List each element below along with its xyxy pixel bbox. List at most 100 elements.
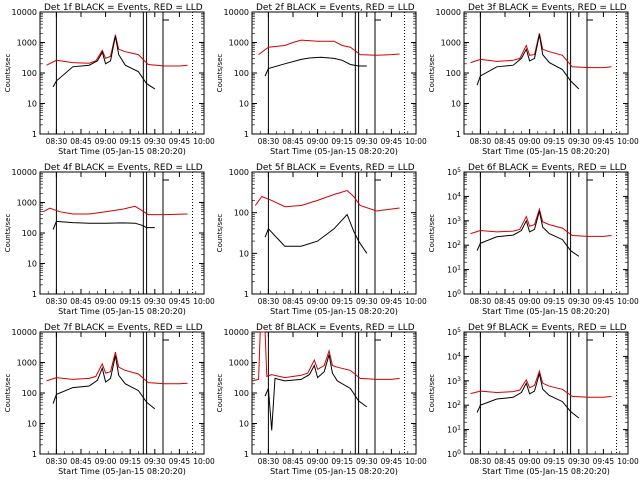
x-tick-label: 09:30 <box>568 297 590 306</box>
panel-1: Det 1f BLACK = Events, RED = LLD 1 10 100 10… <box>4 3 215 156</box>
x-tick-label: 10:00 <box>193 457 215 466</box>
panel-title: Det 6f BLACK = Events, RED = LLD <box>468 163 627 173</box>
time-marker-bracket <box>162 14 169 21</box>
x-tick-label: 09:00 <box>519 297 541 306</box>
y-tick-label: 10 <box>27 100 37 109</box>
plot-frame <box>463 11 629 135</box>
y-tick-label: 100 <box>447 289 461 299</box>
y-tick-label: 10000 <box>224 328 249 337</box>
x-tick-label: 08:30 <box>46 137 68 146</box>
y-axis-label: Counts/sec <box>216 374 224 413</box>
y-axis-label: Counts/sec <box>4 374 12 413</box>
y-tick-label: 100 <box>234 389 249 398</box>
x-tick-label: 08:30 <box>470 297 492 306</box>
x-tick-label: 09:00 <box>519 137 541 146</box>
x-tick-label: 10:00 <box>617 297 639 306</box>
y-tick-label: 101 <box>447 425 461 435</box>
x-tick-label: 09:30 <box>144 137 166 146</box>
x-tick-label: 09:45 <box>381 457 403 466</box>
x-tick-label: 09:45 <box>169 457 191 466</box>
y-tick-label: 1 <box>32 450 37 459</box>
x-tick-label: 09:00 <box>307 297 329 306</box>
x-tick-label: 09:15 <box>119 137 141 146</box>
x-tick-label: 08:30 <box>258 137 280 146</box>
panel-3: Det 3f BLACK = Events, RED = LLD 1 10 100 10… <box>428 3 639 156</box>
y-axis-label: Counts/sec <box>428 54 436 93</box>
y-tick-label: 103 <box>447 376 461 386</box>
y-tick-label: 101 <box>447 265 461 275</box>
plot-frame <box>251 11 417 135</box>
x-tick-label: 09:45 <box>169 297 191 306</box>
x-tick-label: 08:45 <box>282 457 304 466</box>
plot-frame <box>251 331 417 455</box>
x-tick-label: 09:00 <box>307 137 329 146</box>
time-marker-bracket <box>586 174 593 181</box>
panel-title: Det 3f BLACK = Events, RED = LLD <box>468 3 627 13</box>
y-tick-label: 10000 <box>12 328 37 337</box>
series-events-line <box>52 220 155 230</box>
panel-title: Det 9f BLACK = Events, RED = LLD <box>468 323 627 333</box>
y-axis-label: Counts/sec <box>428 214 436 253</box>
y-tick-label: 10000 <box>436 8 461 17</box>
series-lld-line <box>254 189 400 212</box>
y-axis-label: Counts/sec <box>216 54 224 93</box>
panel-title: Det 7f BLACK = Events, RED = LLD <box>44 323 203 333</box>
x-tick-label: 09:15 <box>119 457 141 466</box>
x-tick-label: 09:15 <box>119 297 141 306</box>
y-tick-label: 100 <box>22 389 37 398</box>
panel-4: Det 4f BLACK = Events, RED = LLD 1 10 100 10… <box>4 163 215 316</box>
panel-title: Det 4f BLACK = Events, RED = LLD <box>44 163 203 173</box>
y-tick-label: 1000 <box>17 39 37 48</box>
x-axis-label: Start Time (05-Jan-15 08:20:20) <box>482 467 610 476</box>
y-tick-label: 102 <box>447 400 461 410</box>
series-lld-line <box>251 331 400 382</box>
time-marker-bracket <box>374 334 381 341</box>
panel-title: Det 8f BLACK = Events, RED = LLD <box>256 323 415 333</box>
y-axis-label: Counts/sec <box>4 214 12 253</box>
series-events-line <box>264 56 367 77</box>
panel-2: Det 2f BLACK = Events, RED = LLD 1 10 100 10… <box>216 3 427 156</box>
series-lld-line <box>43 205 188 216</box>
y-tick-label: 1000 <box>17 359 37 368</box>
x-tick-label: 09:45 <box>381 137 403 146</box>
time-marker-bracket <box>162 334 169 341</box>
series-events-line <box>52 36 156 90</box>
x-tick-label: 09:45 <box>169 137 191 146</box>
y-tick-label: 1 <box>244 130 249 139</box>
series-lld-line <box>46 351 188 385</box>
x-tick-label: 10:00 <box>193 137 215 146</box>
series-lld-line <box>470 369 612 398</box>
series-lld-line <box>470 33 612 69</box>
x-axis-label: Start Time (05-Jan-15 08:20:20) <box>270 307 398 316</box>
x-tick-label: 08:30 <box>258 297 280 306</box>
x-axis-label: Start Time (05-Jan-15 08:20:20) <box>482 147 610 156</box>
y-axis-label: Counts/sec <box>4 54 12 93</box>
series-events-line <box>264 354 368 431</box>
x-tick-label: 08:45 <box>282 137 304 146</box>
y-tick-label: 1000 <box>229 168 249 177</box>
series-events-line <box>476 210 580 257</box>
panel-title: Det 1f BLACK = Events, RED = LLD <box>44 3 203 13</box>
y-axis-label: Counts/sec <box>216 214 224 253</box>
y-tick-label: 100 <box>447 449 461 459</box>
x-tick-label: 09:30 <box>356 457 378 466</box>
y-tick-label: 10 <box>239 100 249 109</box>
x-tick-label: 09:15 <box>331 457 353 466</box>
x-tick-label: 10:00 <box>617 457 639 466</box>
y-tick-label: 1 <box>244 290 249 299</box>
x-tick-label: 08:45 <box>70 457 92 466</box>
x-tick-label: 09:30 <box>144 457 166 466</box>
x-tick-label: 09:00 <box>95 457 117 466</box>
panel-8: Det 8f BLACK = Events, RED = LLD 1 10 100 10… <box>216 323 427 476</box>
panel-title: Det 2f BLACK = Events, RED = LLD <box>256 3 415 13</box>
x-tick-label: 10:00 <box>405 457 427 466</box>
x-tick-label: 08:30 <box>46 297 68 306</box>
x-tick-label: 08:45 <box>494 297 516 306</box>
x-tick-label: 09:30 <box>568 457 590 466</box>
y-tick-label: 100 <box>446 69 461 78</box>
series-events-line <box>476 34 580 90</box>
y-tick-label: 1 <box>32 290 37 299</box>
time-marker-bracket <box>586 14 593 21</box>
x-tick-label: 08:30 <box>46 457 68 466</box>
